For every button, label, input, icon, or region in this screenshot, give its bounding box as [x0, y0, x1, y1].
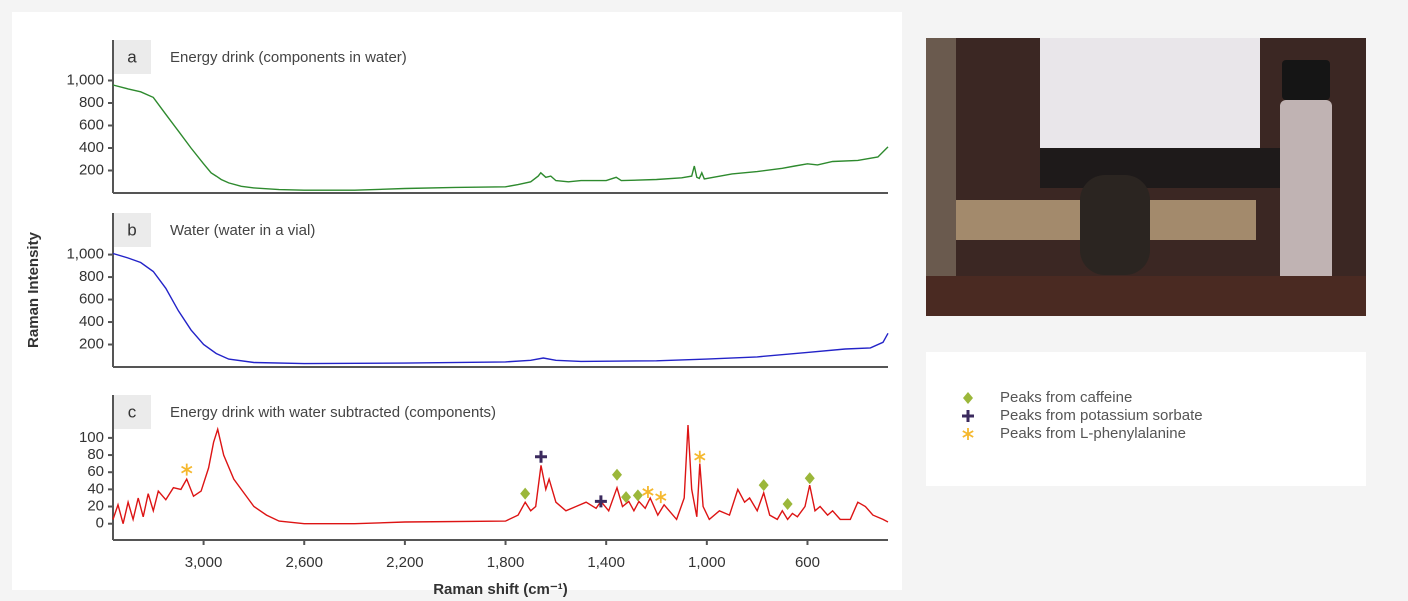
marker-plus — [535, 450, 548, 463]
y-tick-label: 600 — [79, 291, 104, 308]
x-axis-label: Raman shift (cm⁻¹) — [433, 581, 568, 598]
y-tick-label: 0 — [96, 515, 104, 532]
panel-title: Energy drink (components in water) — [170, 49, 407, 66]
spectrum-line — [112, 252, 889, 365]
y-tick-label: 20 — [87, 498, 104, 515]
panel-label-box — [113, 395, 151, 429]
y-tick-label: 800 — [79, 268, 104, 285]
y-tick-label: 60 — [87, 463, 104, 480]
x-tick-label: 2,200 — [386, 554, 424, 571]
panel-label-box — [113, 40, 151, 74]
marker-plus — [594, 495, 607, 508]
panel-label: b — [127, 220, 136, 239]
y-tick-label: 200 — [79, 335, 104, 352]
y-tick-label: 100 — [79, 429, 104, 446]
x-tick-label: 1,400 — [587, 554, 625, 571]
panel-title: Water (water in a vial) — [170, 222, 315, 239]
y-axis-label: Raman Intensity — [25, 231, 42, 348]
x-tick-label: 600 — [795, 554, 820, 571]
spectrum-line — [112, 424, 889, 525]
y-tick-label: 80 — [87, 446, 104, 463]
y-tick-label: 800 — [79, 94, 104, 111]
marker-asterisk — [655, 491, 667, 504]
panel-label-box — [113, 213, 151, 247]
marker-diamond — [782, 497, 793, 510]
y-tick-label: 40 — [87, 480, 104, 497]
y-tick-label: 400 — [79, 313, 104, 330]
marker-asterisk — [962, 428, 974, 440]
marker-plus — [962, 410, 974, 422]
photo — [926, 38, 1366, 316]
marker-diamond — [612, 468, 623, 481]
marker-diamond — [804, 472, 815, 485]
y-tick-label: 600 — [79, 116, 104, 133]
x-tick-label: 1,000 — [688, 554, 726, 571]
marker-diamond — [758, 479, 769, 492]
legend-label: Peaks from caffeine — [1000, 389, 1132, 406]
marker-diamond — [621, 491, 632, 504]
legend-box — [926, 352, 1366, 486]
marker-diamond — [632, 489, 643, 502]
x-tick-label: 1,800 — [487, 554, 525, 571]
x-tick-label: 3,000 — [185, 554, 223, 571]
panel-label: a — [127, 47, 137, 66]
legend-label: Peaks from L-phenylalanine — [1000, 425, 1186, 442]
marker-asterisk — [694, 450, 706, 463]
spectrum-line — [112, 84, 889, 191]
y-tick-label: 200 — [79, 161, 104, 178]
legend-label: Peaks from potassium sorbate — [1000, 407, 1203, 424]
marker-diamond — [963, 392, 973, 404]
marker-asterisk — [181, 463, 193, 476]
marker-asterisk — [642, 485, 654, 498]
x-tick-label: 2,600 — [285, 554, 323, 571]
y-tick-label: 400 — [79, 139, 104, 156]
y-tick-label: 1,000 — [66, 71, 104, 88]
marker-diamond — [520, 487, 531, 500]
panel-label: c — [128, 402, 137, 421]
y-tick-label: 1,000 — [66, 246, 104, 263]
panel-title: Energy drink with water subtracted (comp… — [170, 404, 496, 421]
